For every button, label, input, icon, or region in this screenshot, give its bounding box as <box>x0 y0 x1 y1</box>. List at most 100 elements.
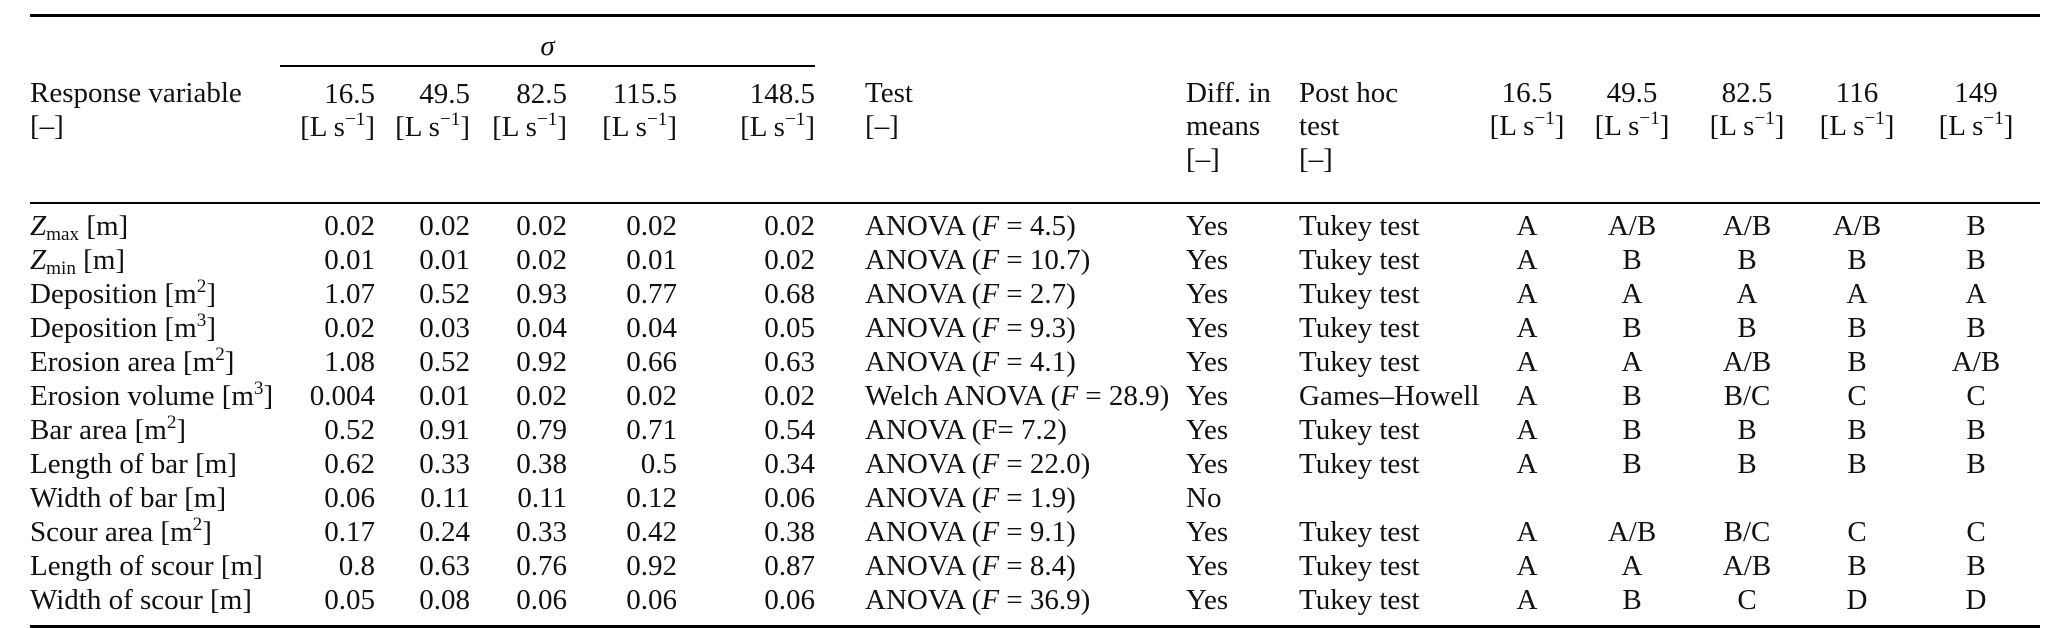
table-row: Zmax [m] 0.02 0.02 0.02 0.02 0.02 ANOVA (F = 4… <box>30 203 2040 244</box>
letter-cell: B <box>1966 414 1986 446</box>
diff-in-means-cell: Yes <box>1186 312 1229 344</box>
letter-cell: B <box>1847 448 1867 480</box>
letter-cell: B <box>1622 380 1642 412</box>
value-cell: 0.52 <box>419 346 470 378</box>
test-cell: ANOVA (F = 22.0) <box>865 448 1091 480</box>
letter-cell: C <box>1966 380 1986 412</box>
response-variable-cell: Erosion area [m2] <box>30 344 235 378</box>
letter-cell: D <box>1965 584 1987 616</box>
value-cell: 0.02 <box>516 380 567 412</box>
value-cell: 0.62 <box>324 448 375 480</box>
letter-cell: A <box>1516 346 1538 378</box>
value-cell: 0.92 <box>626 550 677 582</box>
value-cell: 0.12 <box>626 482 677 514</box>
value-cell: 0.01 <box>419 244 470 276</box>
letter-cell: A/B <box>1722 346 1772 378</box>
table-row: Width of bar [m] 0.06 0.11 0.11 0.12 0.06 ANOV… <box>30 481 2040 515</box>
header-test: Test [–] <box>815 66 1186 204</box>
header-diff-in-means: Diff. in means [–] <box>1185 66 1298 204</box>
value-cell: 0.01 <box>324 244 375 276</box>
table-row: Width of scour [m] 0.05 0.08 0.06 0.06 0.06 AN… <box>30 583 2040 627</box>
response-variable-cell: Bar area [m2] <box>30 412 187 446</box>
diff-in-means-cell: Yes <box>1186 448 1229 480</box>
letter-cell: B <box>1847 346 1867 378</box>
letter-cell: B <box>1622 448 1642 480</box>
value-cell: 0.33 <box>419 448 470 480</box>
table-row: Erosion area [m2] 1.08 0.52 0.92 0.66 0.63 ANO… <box>30 345 2040 379</box>
letter-cell: A <box>1516 414 1538 446</box>
value-cell: 0.06 <box>516 584 567 616</box>
value-cell: 0.05 <box>764 312 816 344</box>
letter-cell: B <box>1737 448 1757 480</box>
value-cell: 0.06 <box>324 482 375 514</box>
letter-cell: A <box>1516 244 1538 276</box>
value-cell: 0.11 <box>420 482 470 514</box>
letter-cell: B <box>1737 414 1757 446</box>
diff-in-means-cell: Yes <box>1186 210 1229 242</box>
letter-cell: B <box>1966 244 1986 276</box>
value-cell: 0.11 <box>517 482 567 514</box>
header-group-82-5: 82.5 [L s−1] <box>1692 66 1803 204</box>
letter-cell: A <box>1846 278 1868 310</box>
diff-in-means-cell: Yes <box>1186 584 1229 616</box>
response-variable-cell: Zmin [m] <box>30 244 126 280</box>
table-row: Deposition [m2] 1.07 0.52 0.93 0.77 0.68 ANOVA… <box>30 277 2040 311</box>
test-cell: ANOVA (F = 36.9) <box>865 584 1091 616</box>
letter-cell: A/B <box>1607 210 1657 242</box>
header-group-149: 149 [L s−1] <box>1912 66 2041 204</box>
post-hoc-cell: Tukey test <box>1299 414 1420 446</box>
letter-cell: B <box>1737 312 1757 344</box>
header-group-16-5: 16.5 [L s−1] <box>1482 66 1573 204</box>
response-variable-cell: Length of scour [m] <box>30 550 263 582</box>
letter-cell: C <box>1737 584 1757 616</box>
value-cell: 0.79 <box>516 414 567 446</box>
response-variable-cell: Scour area [m2] <box>30 514 212 548</box>
table-row: Bar area [m2] 0.52 0.91 0.79 0.71 0.54 ANOVA (… <box>30 413 2040 447</box>
value-cell: 0.01 <box>626 244 677 276</box>
response-variable-cell: Width of bar [m] <box>30 482 227 514</box>
post-hoc-cell: Tukey test <box>1299 516 1420 548</box>
letter-cell: B <box>1622 312 1642 344</box>
letter-cell: A <box>1516 584 1538 616</box>
letter-cell: B <box>1966 312 1986 344</box>
letter-cell: A <box>1965 278 1987 310</box>
letter-cell: A <box>1516 448 1538 480</box>
diff-in-means-cell: No <box>1186 482 1222 514</box>
value-cell: 0.06 <box>764 482 816 514</box>
value-cell: 0.01 <box>419 380 470 412</box>
letter-cell: A <box>1621 278 1643 310</box>
value-cell: 0.02 <box>516 244 567 276</box>
letter-cell: A <box>1621 346 1643 378</box>
value-cell: 0.63 <box>419 550 470 582</box>
value-cell: 0.42 <box>626 516 677 548</box>
letter-cell: A <box>1736 278 1758 310</box>
column-header-row: Response variable [–] 16.5 [L s−1] 49.5 [L … <box>30 66 2041 204</box>
letter-cell: B <box>1847 244 1867 276</box>
diff-in-means-cell: Yes <box>1186 550 1229 582</box>
letter-cell <box>1572 481 1692 515</box>
post-hoc-cell: Games–Howell <box>1299 380 1480 412</box>
letter-cell: A/B <box>1951 346 2001 378</box>
value-cell: 0.92 <box>516 346 567 378</box>
letter-cell: B <box>1847 550 1867 582</box>
value-cell: 0.33 <box>516 516 567 548</box>
letter-cell: C <box>1847 516 1867 548</box>
post-hoc-cell: Tukey test <box>1299 210 1420 242</box>
post-hoc-cell: Tukey test <box>1299 278 1420 310</box>
header-flow-148-5: 148.5 [L s−1] <box>677 66 816 204</box>
letter-cell: B <box>1966 448 1986 480</box>
letter-cell: B <box>1622 244 1642 276</box>
letter-cell: B <box>1622 584 1642 616</box>
table-body: Zmax [m] 0.02 0.02 0.02 0.02 0.02 ANOVA (F = 4… <box>30 203 2040 627</box>
value-cell: 1.08 <box>324 346 375 378</box>
response-variable-cell: Length of bar [m] <box>30 448 237 480</box>
post-hoc-cell: Tukey test <box>1299 346 1420 378</box>
spacer-cell <box>30 16 280 67</box>
letter-cell: A/B <box>1722 210 1772 242</box>
letter-cell: A <box>1516 516 1538 548</box>
value-cell: 0.02 <box>324 312 375 344</box>
value-cell: 0.93 <box>516 278 567 310</box>
value-cell: 0.03 <box>419 312 470 344</box>
letter-cell: B/C <box>1723 516 1771 548</box>
value-cell: 0.68 <box>764 278 816 310</box>
